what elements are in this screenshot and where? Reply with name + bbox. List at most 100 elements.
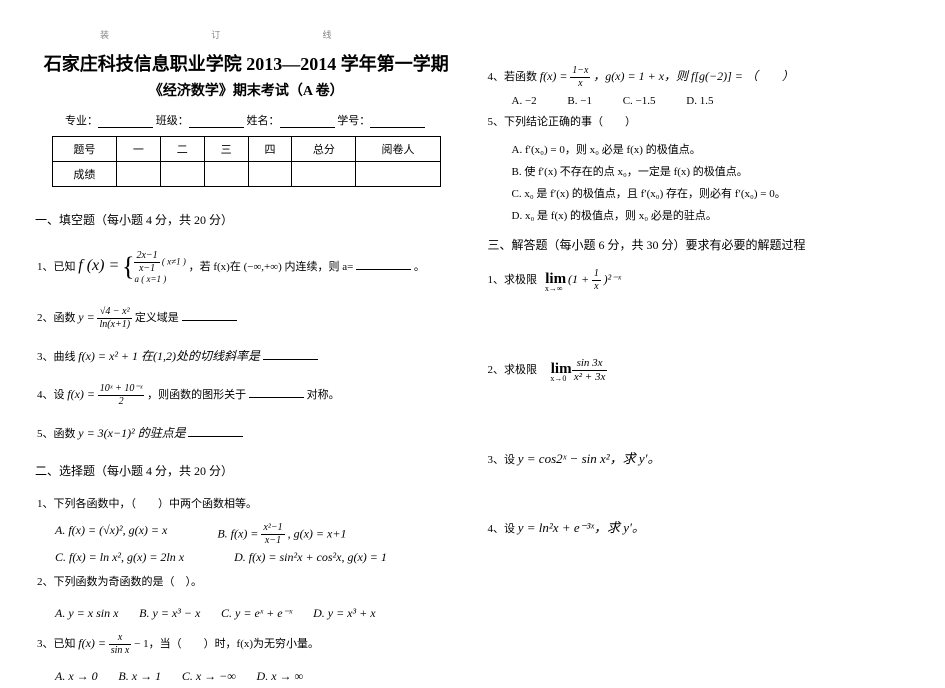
q3-2: 2、求极限 lim x→0 sin 3xx² + 3x bbox=[488, 357, 911, 386]
q3-2-label: 2、求极限 bbox=[488, 364, 538, 376]
q3-1: 1、求极限 lim x→∞ (1 + 1x )²⁻ˣ bbox=[488, 267, 911, 296]
cases-body: 2x−1x−1 ( x≠1 ) a ( x=1 ) bbox=[134, 251, 185, 285]
q3-2-den: x² + 3x bbox=[572, 371, 608, 383]
right-column: 4、若函数 f(x) = 1−xx ，g(x) = 1 + x，则 f[g(−2… bbox=[488, 20, 911, 649]
subtitle: 《经济数学》期末考试（A 卷） bbox=[35, 80, 458, 100]
q1-4-fx: f(x) = bbox=[67, 387, 95, 401]
cell bbox=[160, 162, 204, 187]
c1-cond: ( x≠1 ) bbox=[162, 256, 186, 266]
opt-b: B. f(x) = x²−1x−1 , g(x) = x+1 bbox=[217, 523, 346, 546]
q2-1-opts-cd: C. f(x) = ln x², g(x) = 2ln x D. f(x) = … bbox=[35, 550, 458, 565]
q1-2-tail: 定义域是 bbox=[135, 312, 179, 324]
opt-b: B. x → 1 bbox=[118, 664, 161, 688]
q1-2-pre: 2、函数 bbox=[37, 312, 76, 324]
b-num: x²−1 bbox=[261, 523, 284, 535]
id-label: 学号： bbox=[337, 115, 370, 127]
name-blank bbox=[280, 116, 335, 128]
blank bbox=[182, 311, 237, 321]
opt-c: C. f(x) = ln x², g(x) = 2ln x bbox=[55, 550, 184, 565]
class-blank bbox=[189, 116, 244, 128]
q2-3-tail: − 1，当（ ）时，f(x)为无穷小量。 bbox=[134, 638, 319, 650]
cell bbox=[292, 162, 356, 187]
q2-5b: B. 使 f′(x) 不存在的点 x₀，一定是 f(x) 的极值点。 bbox=[488, 163, 911, 179]
section-2-header: 二、选择题（每小题 4 分，共 20 分） bbox=[35, 462, 458, 479]
q1-1: 1、已知 f (x) = { 2x−1x−1 ( x≠1 ) a ( x=1 )… bbox=[35, 244, 458, 291]
workspace-gap bbox=[488, 301, 911, 351]
q1-2-num: √4 − x² bbox=[97, 307, 132, 319]
blank bbox=[263, 350, 318, 360]
c1-den: x−1 bbox=[134, 263, 159, 274]
cell bbox=[204, 162, 248, 187]
q1-2-y: y = bbox=[78, 310, 94, 324]
q2-4-den: x bbox=[570, 78, 590, 89]
q2-5: 5、下列结论正确的事（ ） bbox=[488, 113, 911, 132]
th-0: 题号 bbox=[52, 137, 116, 162]
q1-5: 5、函数 y = 3(x−1)² 的驻点是 bbox=[35, 423, 458, 445]
q1-4: 4、设 f(x) = 10ˣ + 10⁻ˣ2 ，则函数的图形关于 对称。 bbox=[35, 384, 458, 407]
q1-3-pre: 3、曲线 bbox=[37, 351, 76, 363]
q2-4: 4、若函数 f(x) = 1−xx ，g(x) = 1 + x，则 f[g(−2… bbox=[488, 66, 911, 89]
c1-num: 2x−1 bbox=[134, 251, 159, 263]
q3-1-den: x bbox=[592, 281, 601, 292]
th-6: 阅卷人 bbox=[356, 137, 440, 162]
q2-3-pre: 3、已知 bbox=[37, 638, 76, 650]
row-label: 成绩 bbox=[52, 162, 116, 187]
q1-1-cases: { 2x−1x−1 ( x≠1 ) a ( x=1 ) bbox=[122, 244, 186, 291]
q2-4-num: 1−x bbox=[570, 66, 590, 78]
q1-1-end: 。 bbox=[414, 261, 425, 273]
th-1: 一 bbox=[116, 137, 160, 162]
q2-3-fx: f(x) = bbox=[78, 636, 106, 650]
q3-3-body: y = cos2ˣ − sin x²，求 y′。 bbox=[518, 451, 661, 466]
table-row: 成绩 bbox=[52, 162, 440, 187]
score-table: 题号 一 二 三 四 总分 阅卷人 成绩 bbox=[52, 136, 441, 187]
q2-4-mid: ，g(x) = 1 + x，则 f[g(−2)] = （ ） bbox=[593, 69, 794, 83]
q2-3-num: x bbox=[109, 633, 132, 645]
q3-3-pre: 3、设 bbox=[488, 454, 516, 466]
q1-5-body: y = 3(x−1)² 的驻点是 bbox=[78, 426, 185, 440]
page-columns: 石家庄科技信息职业学院 2013—2014 学年第一学期 《经济数学》期末考试（… bbox=[35, 20, 910, 649]
q2-2-opts: A. y = x sin x B. y = x³ − x C. y = eˣ +… bbox=[35, 601, 458, 625]
opt-b: B. −1 bbox=[567, 95, 592, 107]
blank bbox=[249, 388, 304, 398]
opt-c: C. y = eˣ + e⁻ˣ bbox=[221, 601, 292, 625]
class-label: 班级： bbox=[156, 115, 189, 127]
q1-1-fx: f (x) = bbox=[78, 257, 119, 274]
q3-1-num: 1 bbox=[592, 269, 601, 281]
lim-sub: x→0 bbox=[550, 372, 566, 386]
opt-b: B. y = x³ − x bbox=[139, 601, 200, 625]
b-tail: , g(x) = x+1 bbox=[288, 526, 347, 540]
q1-1-mid: ，若 f(x)在 (−∞,+∞) 内连续，则 a= bbox=[189, 261, 354, 273]
q2-3-opts: A. x → 0 B. x → 1 C. x → −∞ D. x → ∞ bbox=[35, 664, 458, 688]
opt-a: A. f(x) = (√x)², g(x) = x bbox=[55, 523, 167, 546]
th-3: 三 bbox=[204, 137, 248, 162]
info-row: 专业： 班级： 姓名： 学号： bbox=[35, 112, 458, 128]
q2-5c: C. x₀ 是 f′(x) 的极值点，且 f′(x₀) 存在，则必有 f′(x₀… bbox=[488, 185, 911, 201]
q1-3-fx: f(x) = x² + 1 在(1,2)处的切线斜率是 bbox=[78, 349, 260, 363]
q3-1-body: (1 + bbox=[568, 272, 589, 286]
b-den: x−1 bbox=[261, 535, 284, 546]
major-label: 专业： bbox=[65, 115, 98, 127]
q1-4-num: 10ˣ + 10⁻ˣ bbox=[98, 384, 145, 396]
main-title: 石家庄科技信息职业学院 2013—2014 学年第一学期 bbox=[35, 50, 458, 76]
section-3-header: 三、解答题（每小题 6 分，共 30 分）要求有必要的解题过程 bbox=[488, 236, 911, 253]
q1-3: 3、曲线 f(x) = x² + 1 在(1,2)处的切线斜率是 bbox=[35, 346, 458, 368]
q3-1-label: 1、求极限 bbox=[488, 274, 538, 286]
q3-4: 4、设 y = ln²x + e⁻³ˣ，求 y′。 bbox=[488, 517, 911, 539]
opt-a: A. −2 bbox=[512, 95, 537, 107]
blank bbox=[188, 427, 243, 437]
q1-1-pre: 1、已知 bbox=[37, 261, 76, 273]
q1-4-tail: ，则函数的图形关于 bbox=[147, 389, 246, 401]
name-label: 姓名： bbox=[247, 115, 280, 127]
q3-4-pre: 4、设 bbox=[488, 523, 516, 535]
q2-4-fx: f(x) = bbox=[540, 69, 568, 83]
th-2: 二 bbox=[160, 137, 204, 162]
opt-c: C. x → −∞ bbox=[182, 664, 236, 688]
b-pre: B. f(x) = bbox=[217, 526, 258, 540]
opt-d: D. f(x) = sin²x + cos²x, g(x) = 1 bbox=[234, 550, 387, 565]
left-column: 石家庄科技信息职业学院 2013—2014 学年第一学期 《经济数学》期末考试（… bbox=[35, 20, 458, 649]
q2-1: 1、下列各函数中，（ ）中两个函数相等。 bbox=[35, 495, 458, 515]
q2-2: 2、下列函数为奇函数的是（ ）。 bbox=[35, 573, 458, 593]
opt-d: D. x → ∞ bbox=[257, 664, 304, 688]
q1-5-pre: 5、函数 bbox=[37, 428, 76, 440]
opt-d: D. 1.5 bbox=[686, 95, 713, 107]
